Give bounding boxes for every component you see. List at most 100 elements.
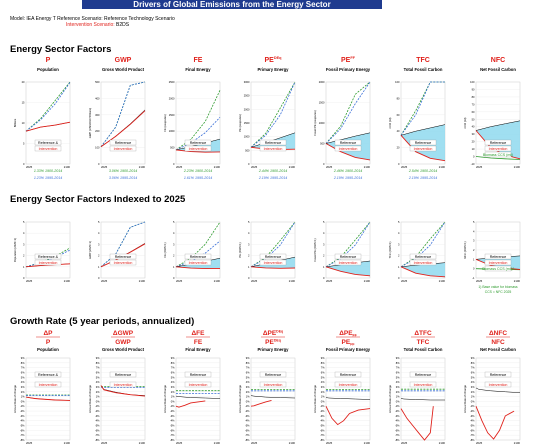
ytick-label: 1% — [471, 395, 475, 399]
ytick-label: -7% — [170, 433, 175, 437]
growth-rate-label: 2.46% 1900-2014 — [333, 169, 362, 173]
ytick-label: 30 — [472, 132, 475, 136]
ytick-label: 15 — [22, 101, 25, 105]
ytick-label: -1% — [245, 404, 250, 408]
chart-1-2: 0 1 2 3 4 5 2025 2100 FE (2025=1) Reference Interv… — [163, 220, 220, 283]
series-label-box — [259, 259, 287, 266]
chart-1-0: 0 1 2 3 4 5 2025 2100 Population (2025=1) Referen… — [13, 220, 70, 283]
xtick-label: 2025 — [101, 165, 108, 169]
y-axis-label: TFC (2025=1) — [388, 241, 392, 258]
chart-0-3: PEDEq Primary Energy 0 500 1000 1500 2000 2500 3… — [238, 56, 295, 180]
trend-line — [400, 81, 445, 136]
ytick-label: -5% — [20, 424, 25, 428]
chart-title: P — [46, 57, 51, 64]
y-axis-label: PE (exajoules) — [238, 114, 242, 132]
ytick-label: 0% — [396, 399, 400, 403]
series-label: Reference — [115, 255, 132, 259]
ytick-label: 5 — [173, 220, 175, 224]
ytick-label: 1000 — [319, 121, 325, 125]
ytick-label: 7% — [246, 366, 250, 370]
xtick-label: 2100 — [439, 441, 446, 445]
plot-frame — [25, 357, 71, 441]
ytick-label: 3% — [171, 385, 175, 389]
series-label-box — [409, 145, 437, 152]
trend-line — [25, 81, 71, 132]
chart-title: ΔP — [43, 330, 53, 337]
series-label: Intervention — [189, 261, 208, 265]
xtick-label: 2100 — [364, 165, 371, 169]
chart-0-0: P Population 0 5 10 15 20 2025 2100 Billions Refer… — [13, 57, 70, 180]
series-label: Reference — [190, 141, 207, 145]
chart-1-1: 0 1 2 3 4 5 2025 2100 GWP (2025=1) Reference Inter… — [88, 220, 145, 283]
xtick-label: 2100 — [364, 279, 371, 283]
ytick-label: 0 — [323, 276, 325, 280]
series-label: Intervention — [489, 383, 508, 387]
xtick-label: 2025 — [176, 441, 183, 445]
ytick-label: 1500 — [244, 121, 250, 125]
ytick-label: -2% — [245, 409, 250, 413]
ytick-label: -2% — [95, 409, 100, 413]
intervention-line — [175, 266, 221, 270]
series-label: Intervention — [189, 147, 208, 151]
trend-line — [325, 221, 371, 268]
series-label-box — [109, 139, 137, 146]
ytick-label: 7% — [21, 366, 25, 370]
series-label: Reference — [340, 255, 357, 259]
xtick-label: 2100 — [439, 165, 446, 169]
series-label: Intervention — [414, 147, 433, 151]
series-label-box — [34, 145, 62, 152]
series-label: Intervention — [114, 261, 133, 265]
ytick-label: 1 — [173, 265, 175, 269]
ytick-label: 400 — [95, 96, 100, 100]
ytick-label: 6% — [96, 370, 100, 374]
series-label: Reference — [490, 373, 507, 377]
y-axis-label: CO2 (Gt) — [388, 117, 392, 128]
ytick-label: 10 — [472, 147, 475, 151]
ytick-label: 3000 — [244, 80, 250, 84]
ytick-label: 2 — [398, 254, 400, 258]
series-label: Intervention — [39, 147, 58, 151]
ytick-label: 0 — [23, 276, 25, 280]
model-reference: Reference Technology Scenario — [104, 16, 175, 22]
ytick-label: -2% — [395, 409, 400, 413]
xtick-label: 2100 — [514, 279, 521, 283]
series-label: Intervention — [489, 261, 508, 265]
series-label: Reference — [415, 373, 432, 377]
ytick-label: 9% — [321, 356, 325, 360]
chart-title: TFC — [416, 57, 430, 64]
ytick-label: 0 — [98, 276, 100, 280]
chart-0-2: FE Final Energy 0 500 1000 1500 2000 2500 2025 21… — [163, 57, 220, 180]
series-label: Intervention — [114, 147, 133, 151]
trend-line — [325, 81, 371, 144]
ytick-label: 5 — [98, 220, 100, 224]
chart-title: PEFF — [341, 56, 356, 64]
plot-frame — [100, 81, 146, 165]
ytick-label: -3% — [95, 414, 100, 418]
ytick-label: 1% — [21, 395, 25, 399]
series-label-box — [409, 371, 437, 378]
growth-rate-label: 2.19% 1995-2014 — [408, 176, 437, 180]
ytick-label: 1 — [323, 265, 325, 269]
y-axis-label: CO2 (Gt) — [463, 117, 467, 128]
ytick-label: 0 — [398, 276, 400, 280]
ytick-label: 2% — [471, 390, 475, 394]
trend-line — [100, 81, 146, 148]
chart-subtitle: Population — [37, 347, 59, 352]
chart-title: PEDEq — [265, 56, 283, 64]
ytick-label: 3% — [246, 385, 250, 389]
trend-line — [100, 221, 146, 268]
y-axis-label: Fossil PE (exajoules) — [313, 110, 317, 135]
ytick-label: 4% — [96, 380, 100, 384]
ytick-label: 2000 — [244, 107, 250, 111]
ytick-label: -10 — [471, 162, 475, 166]
series-label: Intervention — [489, 147, 508, 151]
ytick-label: 3 — [98, 242, 100, 246]
xtick-label: 2100 — [139, 279, 146, 283]
ytick-label: 9% — [246, 356, 250, 360]
ytick-label: -1% — [170, 404, 175, 408]
y-axis-label: Annual Rate of Change — [13, 385, 17, 413]
trend-line — [400, 221, 446, 268]
intervention-line — [325, 143, 371, 161]
series-label-box — [409, 139, 437, 146]
chart-subtitle: Final Energy — [185, 347, 211, 352]
